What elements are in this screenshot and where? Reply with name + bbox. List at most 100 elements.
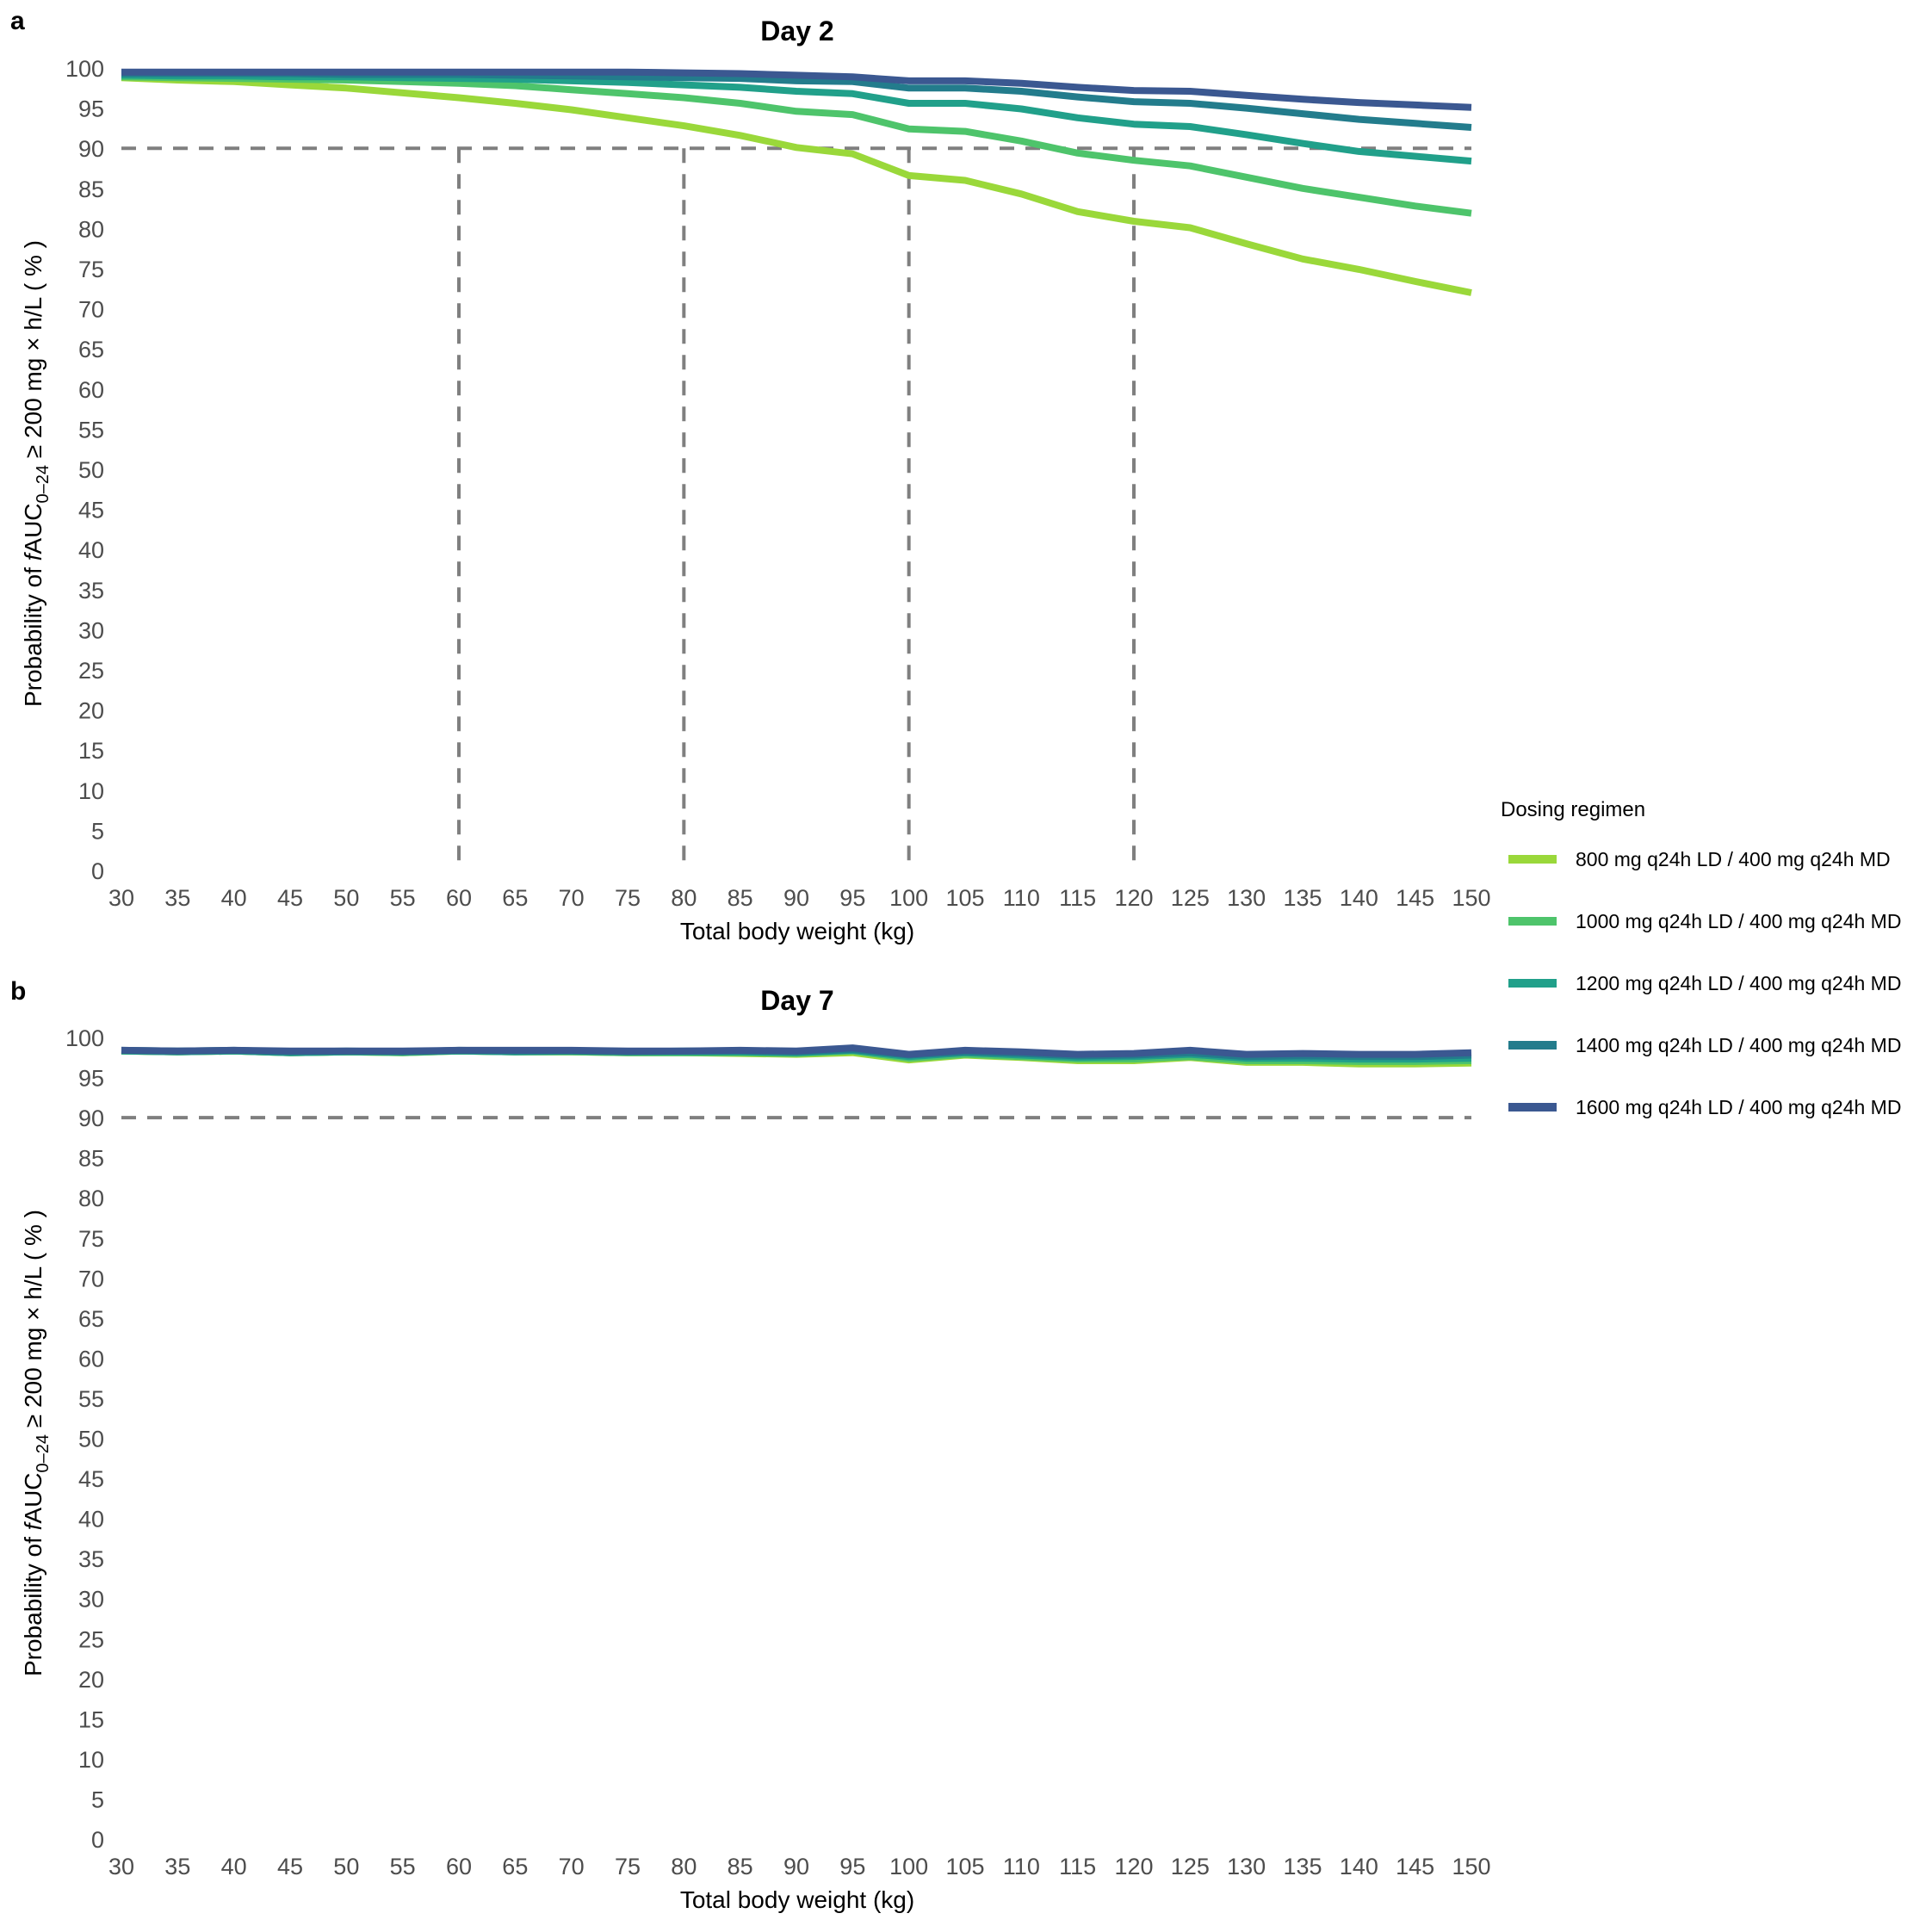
x-tick-label: 30 (108, 1854, 134, 1879)
x-tick-label: 130 (1227, 1854, 1266, 1879)
x-tick-label: 120 (1114, 885, 1153, 911)
legend-item-label: 800 mg q24h LD / 400 mg q24h MD (1576, 848, 1891, 870)
y-tick-label: 5 (91, 818, 104, 844)
y-tick-label: 50 (78, 457, 104, 483)
y-tick-label: 0 (91, 1827, 104, 1853)
y-tick-label: 95 (78, 96, 104, 122)
y-tick-label: 90 (78, 136, 104, 162)
y-tick-label: 80 (78, 216, 104, 242)
y-tick-label: 65 (78, 1306, 104, 1332)
y-tick-label: 55 (78, 417, 104, 443)
legend-item-label: 1000 mg q24h LD / 400 mg q24h MD (1576, 910, 1901, 932)
y-axis-title-part: f (20, 551, 46, 560)
y-tick-label: 75 (78, 257, 104, 282)
x-tick-label: 40 (221, 1854, 247, 1879)
x-tick-label: 135 (1283, 1854, 1322, 1879)
x-tick-label: 55 (390, 1854, 416, 1879)
series-line-1 (121, 74, 1472, 296)
y-axis-title: Probability of fAUC0–24 ≥ 200 mg × h/L (… (20, 1210, 53, 1676)
y-axis-title: Probability of fAUC0–24 ≥ 200 mg × h/L (… (20, 240, 53, 707)
panel-label: b (10, 977, 26, 1006)
y-tick-label: 85 (78, 176, 104, 202)
y-tick-label: 15 (78, 1706, 104, 1732)
y-tick-label: 20 (78, 698, 104, 724)
x-tick-label: 65 (502, 1854, 528, 1879)
y-tick-label: 10 (78, 1747, 104, 1773)
x-tick-label: 75 (615, 1854, 641, 1879)
x-tick-label: 85 (728, 1854, 753, 1879)
y-tick-label: 35 (78, 1546, 104, 1572)
x-tick-label: 120 (1114, 1854, 1153, 1879)
y-axis-title-part: AUC (20, 1472, 46, 1523)
y-tick-label: 65 (78, 337, 104, 362)
y-tick-label: 15 (78, 738, 104, 764)
x-tick-label: 115 (1059, 1854, 1096, 1879)
x-tick-label: 145 (1396, 1854, 1434, 1879)
chart-title: Day 7 (760, 985, 833, 1016)
y-tick-label: 5 (91, 1786, 104, 1812)
chart-title: Day 2 (760, 15, 833, 46)
x-tick-label: 135 (1283, 885, 1322, 911)
y-axis-title-part: ≥ 200 mg × h/L ( % ) (20, 1210, 46, 1434)
x-tick-label: 50 (333, 885, 359, 911)
x-tick-label: 140 (1340, 1854, 1378, 1879)
y-tick-label: 50 (78, 1427, 104, 1452)
y-tick-label: 95 (78, 1066, 104, 1092)
x-tick-label: 95 (839, 1854, 865, 1879)
y-tick-label: 45 (78, 498, 104, 523)
y-tick-label: 25 (78, 658, 104, 684)
y-tick-label: 0 (91, 858, 104, 884)
y-tick-label: 60 (78, 377, 104, 403)
panel-b: b Day 7 0 5 10 15 20 25 30 35 40 45 50 55 60 65 70 75 80 85… (10, 977, 1491, 1913)
x-tick-label: 125 (1171, 1854, 1210, 1879)
x-tick-label: 70 (559, 885, 585, 911)
x-tick-label: 90 (783, 1854, 809, 1879)
y-axis-title-part: f (20, 1520, 46, 1530)
x-tick-label: 110 (1003, 885, 1040, 911)
x-tick-label: 45 (277, 1854, 303, 1879)
x-tick-label: 100 (889, 1854, 928, 1879)
x-tick-label: 70 (559, 1854, 585, 1879)
x-tick-label: 130 (1227, 885, 1266, 911)
y-tick-label: 20 (78, 1667, 104, 1693)
y-tick-label: 55 (78, 1386, 104, 1412)
x-tick-label: 145 (1396, 885, 1434, 911)
panel-label: a (10, 7, 25, 35)
x-tick-label: 125 (1171, 885, 1210, 911)
series-line-5 (121, 68, 1472, 111)
x-tick-label: 80 (671, 885, 697, 911)
y-tick-label: 100 (65, 56, 104, 82)
panel-a: a Day 2 0 5 10 15 20 25 30 35 40 45 50 55 60 65 70 75 80 85… (10, 7, 1491, 944)
x-axis-title: Total body weight (kg) (680, 1886, 914, 1913)
x-axis-title: Total body weight (kg) (680, 918, 914, 944)
y-tick-label: 70 (78, 1266, 104, 1291)
legend-title: Dosing regimen (1501, 798, 1645, 821)
legend-item-label: 1600 mg q24h LD / 400 mg q24h MD (1576, 1096, 1901, 1118)
x-tick-label: 30 (108, 885, 134, 911)
x-tick-label: 60 (446, 1854, 472, 1879)
x-tick-label: 100 (889, 885, 928, 911)
y-tick-label: 75 (78, 1226, 104, 1252)
y-tick-label: 70 (78, 297, 104, 323)
x-tick-label: 95 (839, 885, 865, 911)
y-axis-title-part: ≥ 200 mg × h/L ( % ) (20, 240, 46, 465)
y-tick-label: 85 (78, 1146, 104, 1172)
y-tick-label: 100 (65, 1025, 104, 1051)
x-tick-label: 35 (164, 885, 190, 911)
x-tick-label: 105 (945, 885, 984, 911)
legend-item-label: 1400 mg q24h LD / 400 mg q24h MD (1576, 1034, 1901, 1056)
x-tick-label: 55 (390, 885, 416, 911)
y-tick-label: 35 (78, 578, 104, 604)
y-axis-title-part: Probability of (20, 1530, 46, 1676)
x-tick-label: 150 (1452, 885, 1490, 911)
x-tick-label: 80 (671, 1854, 697, 1879)
x-tick-label: 90 (783, 885, 809, 911)
x-tick-label: 85 (728, 885, 753, 911)
x-tick-label: 50 (333, 1854, 359, 1879)
y-tick-label: 40 (78, 537, 104, 563)
y-axis-title-subscript: 0–24 (34, 465, 53, 504)
y-tick-label: 60 (78, 1346, 104, 1372)
legend-item-label: 1200 mg q24h LD / 400 mg q24h MD (1576, 972, 1901, 994)
x-tick-label: 110 (1003, 1854, 1040, 1879)
